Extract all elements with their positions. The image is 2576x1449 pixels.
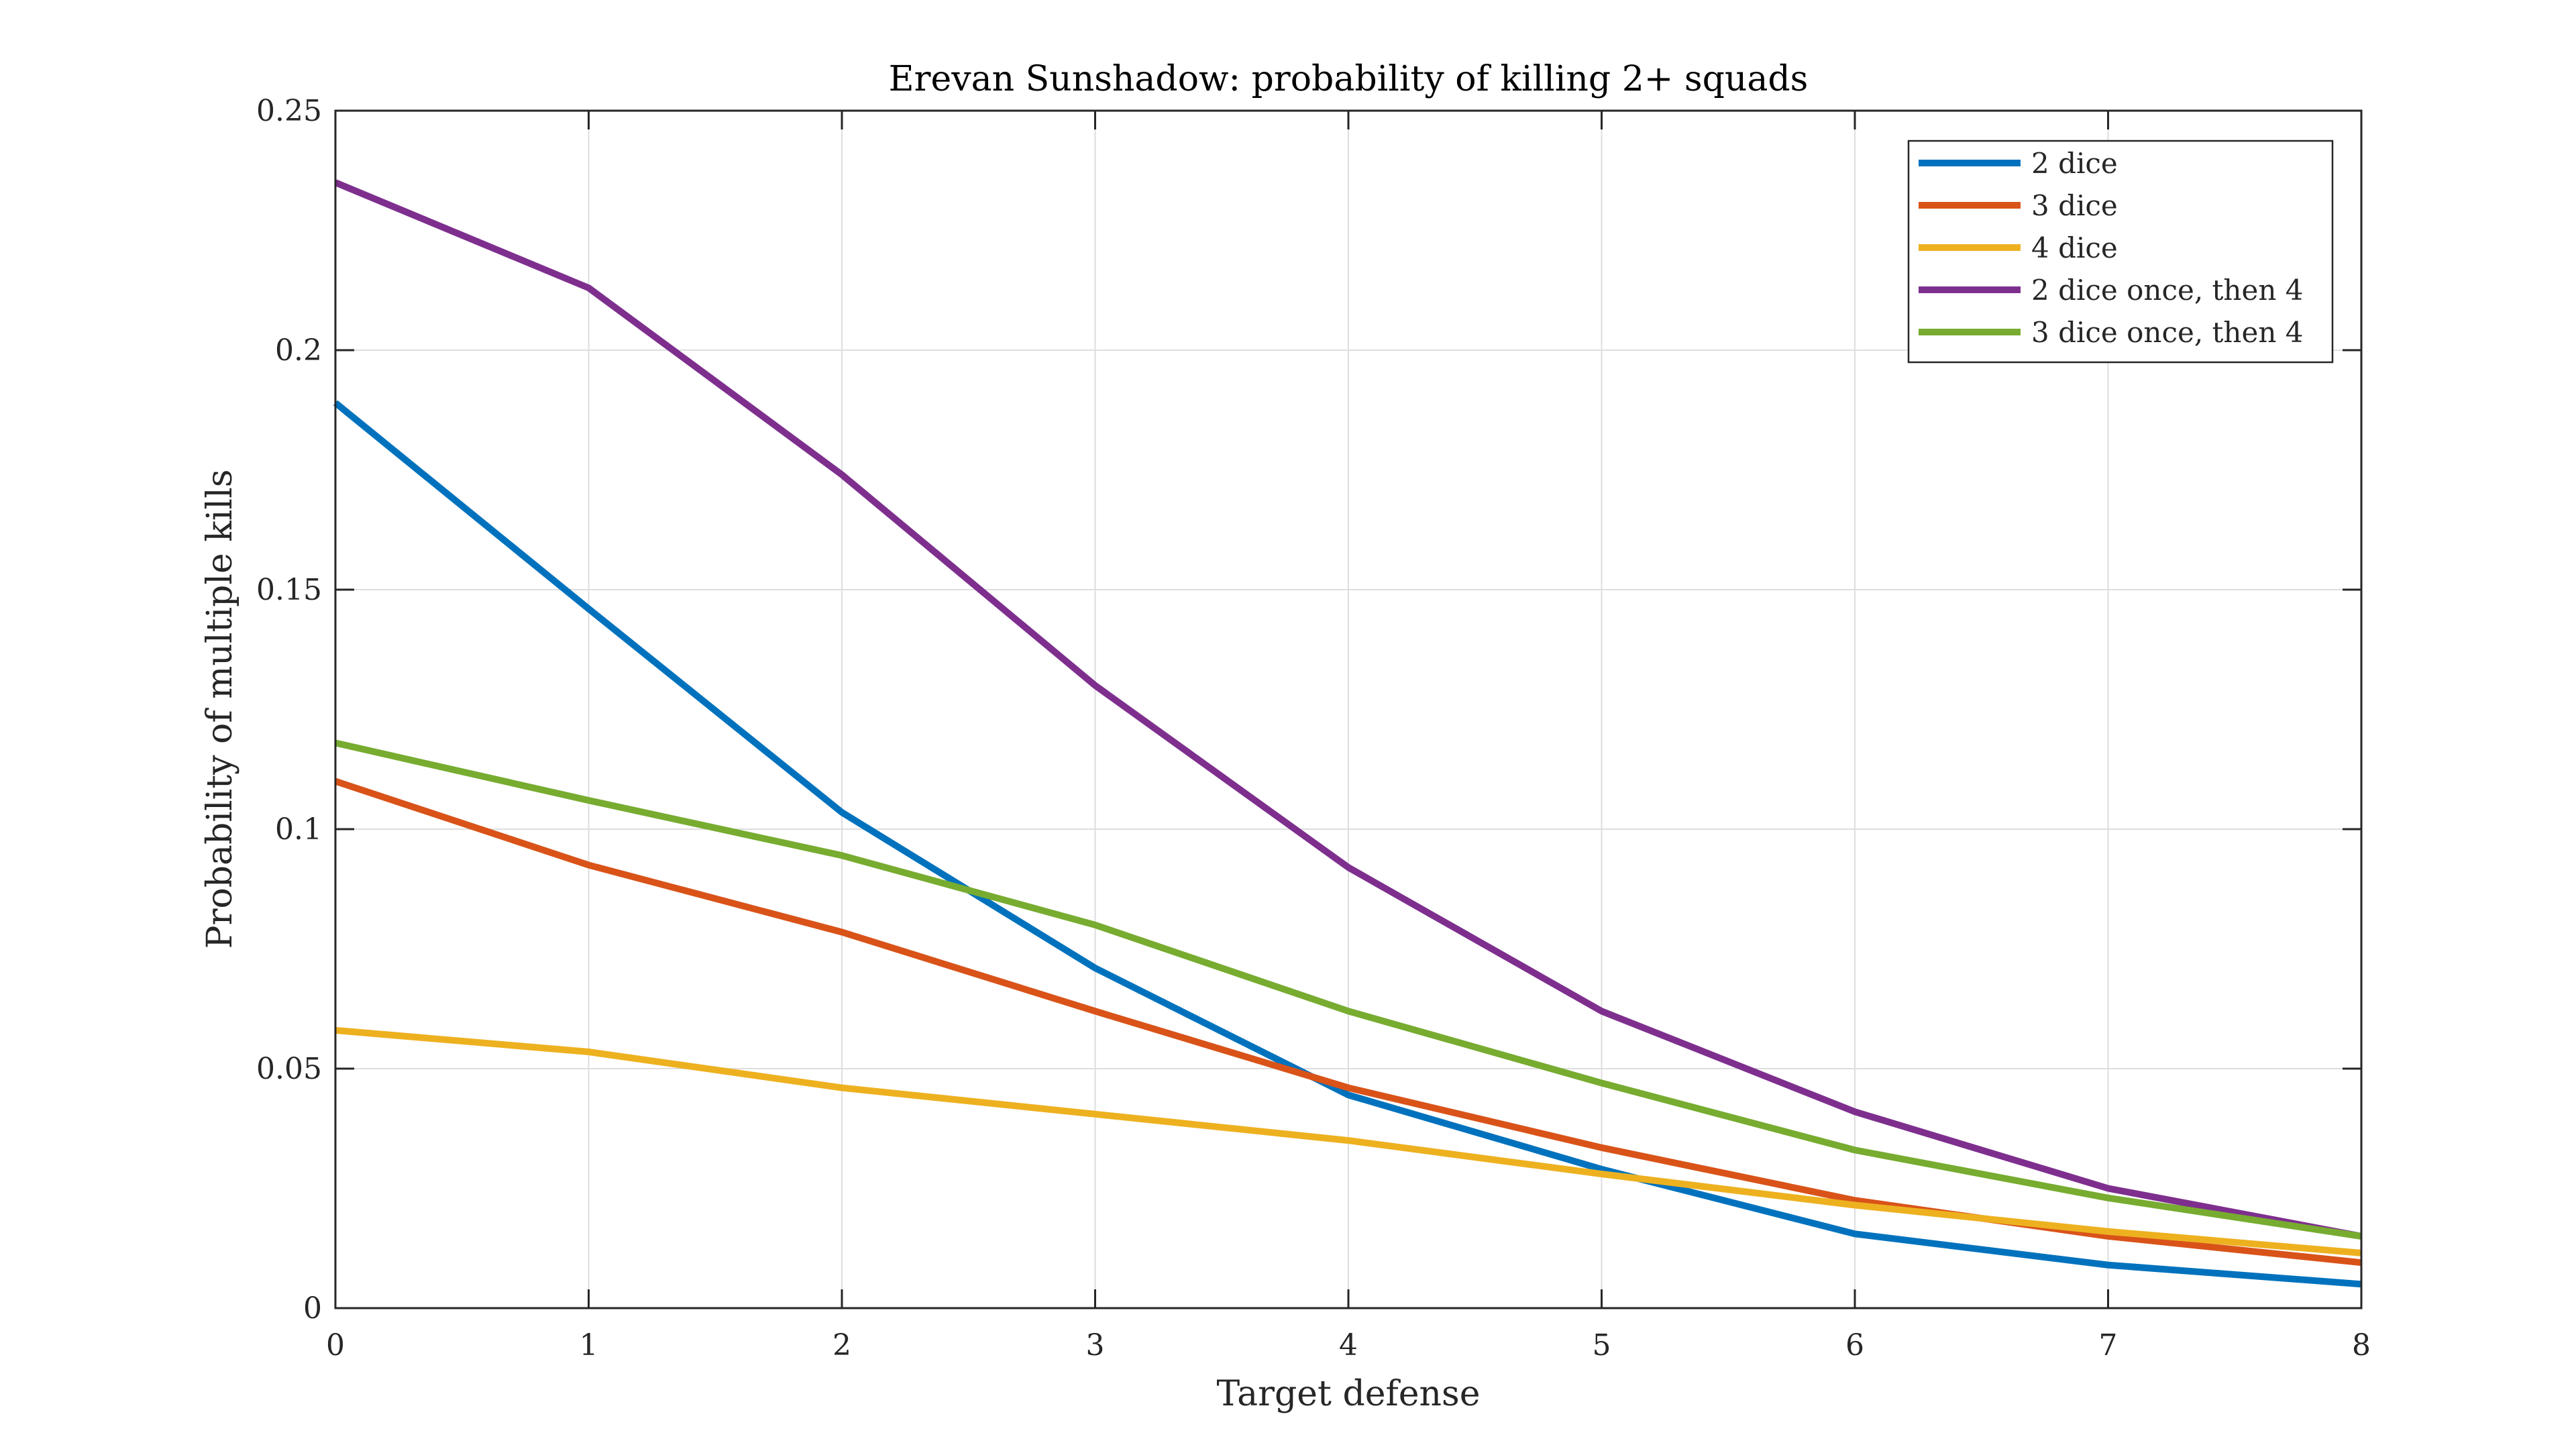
x-tick-label: 0	[326, 1328, 345, 1362]
x-tick-label: 3	[1086, 1328, 1105, 1362]
y-tick-label: 0.25	[256, 94, 322, 128]
legend-label: 2 dice	[2031, 147, 2118, 180]
x-tick-label: 4	[1339, 1328, 1358, 1362]
legend: 2 dice 3 dice 4 dice 2 dice once, then 4 3 d…	[1907, 140, 2334, 364]
series-line-3	[335, 1026, 2362, 1256]
legend-label: 2 dice once, then 4	[2031, 274, 2303, 307]
x-axis-title: Target defense	[1216, 1374, 1480, 1414]
x-tick-label: 1	[580, 1328, 598, 1362]
series-line-4	[334, 179, 2362, 1240]
y-tick-label: 0.05	[256, 1052, 322, 1086]
x-tick-label: 7	[2099, 1328, 2118, 1362]
x-tick-label: 8	[2352, 1328, 2371, 1362]
series-line-5	[334, 739, 2362, 1240]
x-tick-label: 6	[1845, 1328, 1864, 1362]
series-line-1	[333, 400, 2362, 1288]
y-tick-label: 0.15	[256, 573, 322, 607]
chart-title: Erevan Sunshadow: probability of killing…	[889, 59, 1809, 99]
series-lines	[333, 179, 2362, 1288]
x-tick-label: 5	[1593, 1328, 1611, 1362]
legend-box	[1907, 140, 2334, 364]
y-tick-label: 0.1	[275, 812, 322, 847]
y-tick-label: 0	[303, 1291, 322, 1326]
y-axis-title: Probability of multiple kills	[200, 470, 240, 949]
legend-label: 4 dice	[2031, 231, 2118, 264]
legend-label: 3 dice	[2031, 189, 2118, 222]
x-tick-label: 2	[833, 1328, 851, 1362]
y-tick-label: 0.2	[275, 333, 322, 368]
ticks: 0 1 2 3 4 5 6 7 8 0 0.05 0.1 0.15 0.2 0.25	[256, 94, 2371, 1362]
legend-label: 3 dice once, then 4	[2031, 316, 2303, 349]
